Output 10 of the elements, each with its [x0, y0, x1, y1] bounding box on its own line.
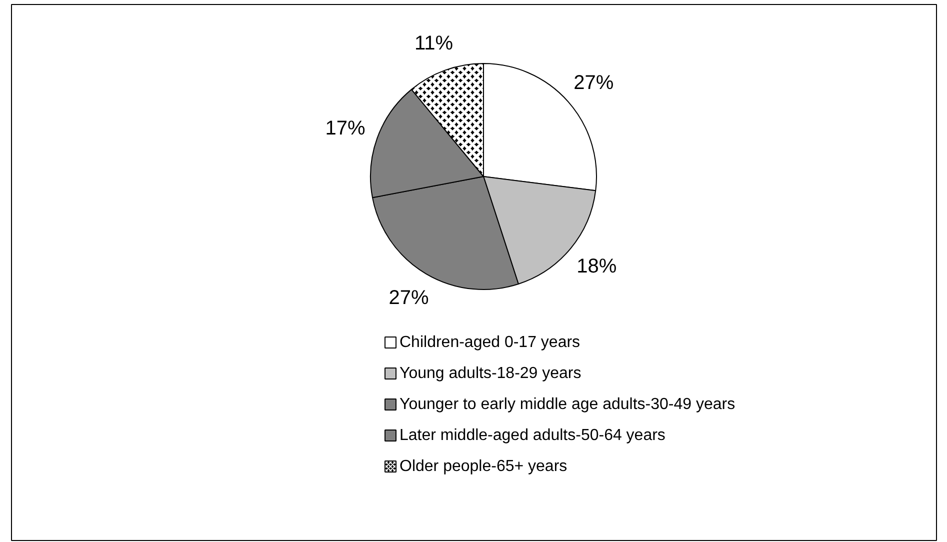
data-label: 27% — [574, 72, 614, 94]
legend-label: Older people-65+ years — [400, 458, 568, 475]
data-label: 27% — [388, 287, 429, 310]
legend-label: Later middle-aged adults-50-64 years — [400, 427, 666, 444]
data-label: 18% — [576, 256, 617, 278]
legend-label: Children-aged 0-17 years — [400, 334, 580, 351]
data-label: 17% — [325, 118, 366, 140]
legend-label: Young adults-18-29 years — [400, 365, 582, 382]
data-label: 11% — [414, 32, 454, 55]
legend-label: Younger to early middle age adults-30-49 years — [400, 396, 736, 413]
